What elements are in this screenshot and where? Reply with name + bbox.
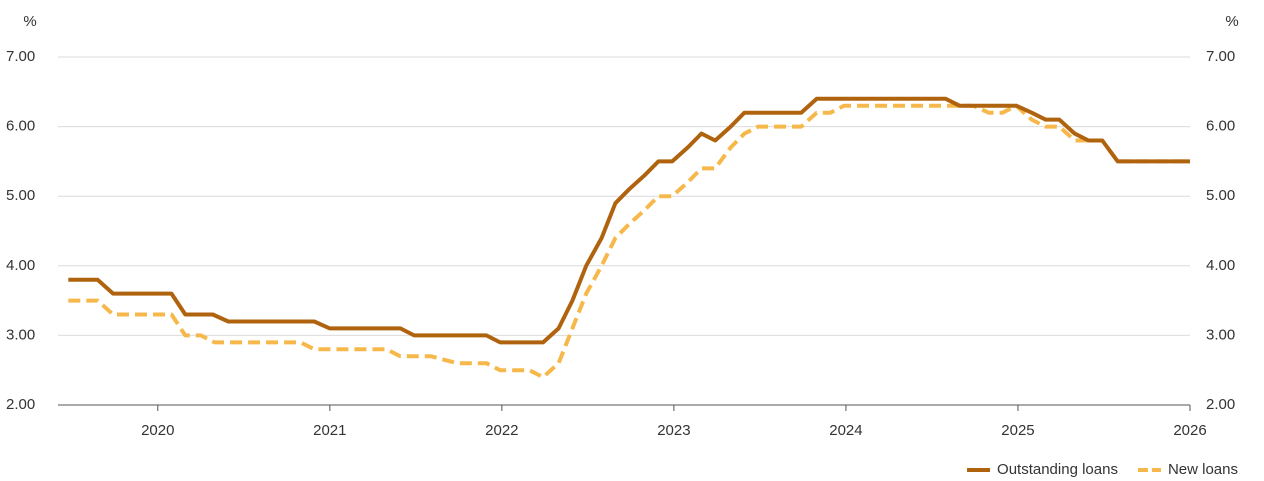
y-tick-label: 6.00	[6, 118, 35, 135]
x-tick-label: 2025	[1001, 422, 1034, 439]
y2-tick-label: 4.00	[1206, 257, 1235, 274]
y2-tick-label: 5.00	[1206, 187, 1235, 204]
y-tick-label: 3.00	[6, 326, 35, 343]
x-tick-label: 2022	[485, 422, 518, 439]
y2-tick-label: 3.00	[1206, 326, 1235, 343]
y-unit: %	[23, 13, 36, 30]
y-tick-label: 5.00	[6, 187, 35, 204]
y-tick-label: 7.00	[6, 48, 35, 65]
legend-label: Outstanding loans	[997, 461, 1118, 478]
y2-tick-label: 7.00	[1206, 48, 1235, 65]
x-tick-label: 2023	[657, 422, 690, 439]
x-tick-label: 2021	[313, 422, 346, 439]
y2-tick-label: 2.00	[1206, 396, 1235, 413]
y-tick-label: 2.00	[6, 396, 35, 413]
x-tick-label: 2026	[1173, 422, 1206, 439]
series-line	[68, 96, 1190, 345]
y2-unit: %	[1225, 13, 1238, 30]
y2-tick-label: 6.00	[1206, 118, 1235, 135]
x-tick-label: 2020	[141, 422, 174, 439]
y-tick-label: 4.00	[6, 257, 35, 274]
series-line	[68, 103, 1190, 380]
legend-label: New loans	[1168, 461, 1238, 478]
x-tick-label: 2024	[829, 422, 862, 439]
